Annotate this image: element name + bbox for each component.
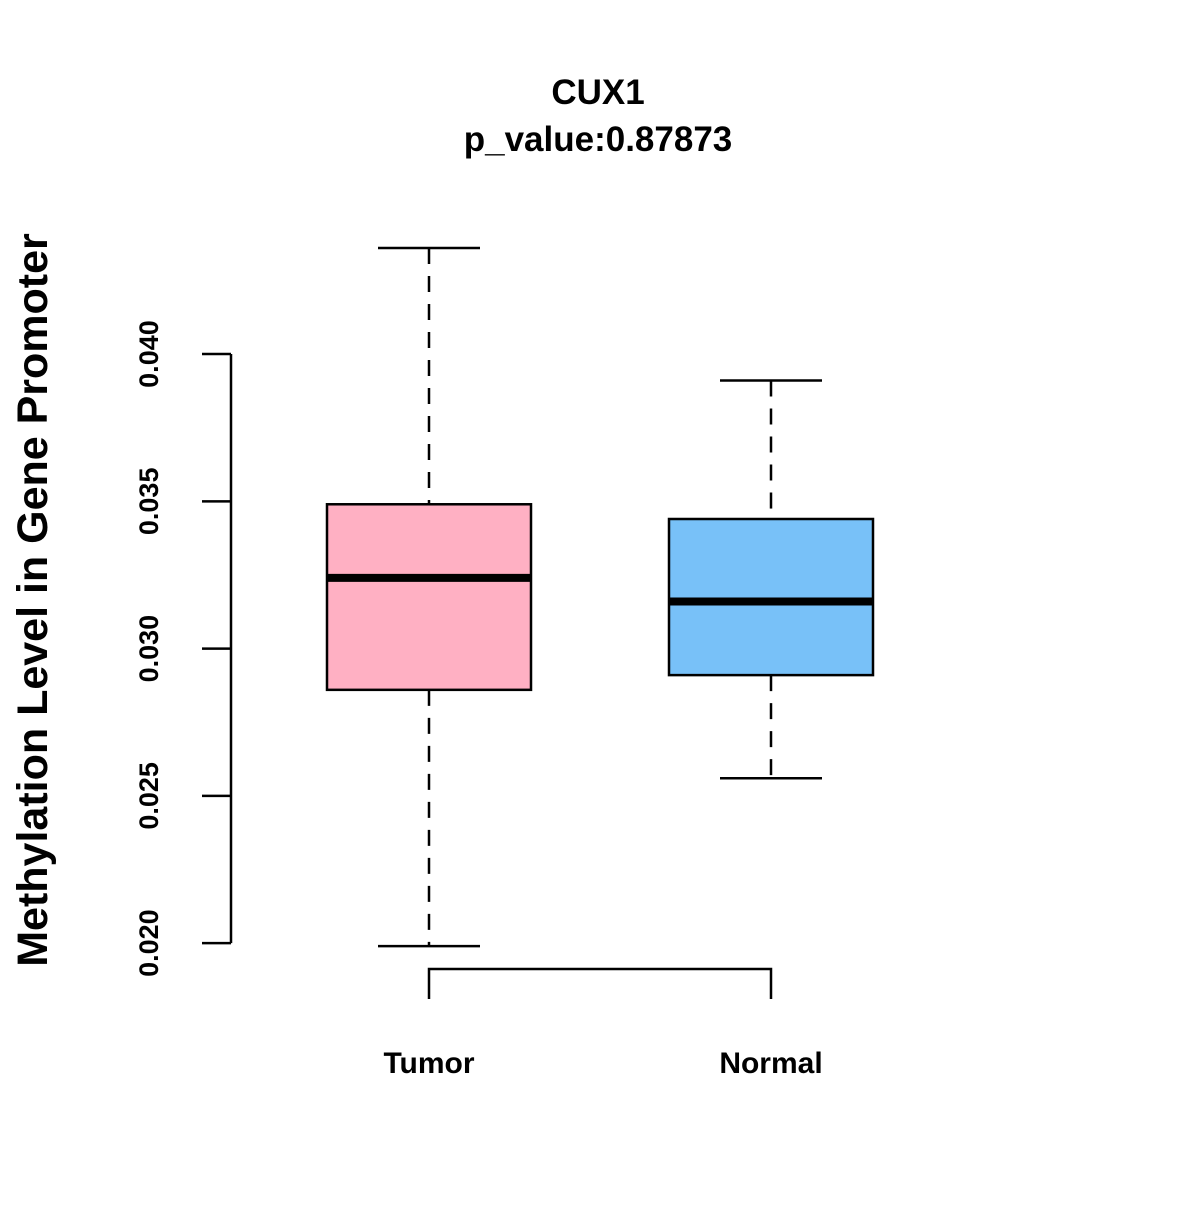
x-category-labels: Tumor Normal	[383, 1047, 822, 1080]
x-category-label-normal: Normal	[719, 1047, 822, 1080]
y-axis: 0.020 0.025 0.030 0.035 0.040	[134, 320, 233, 977]
y-tick-label: 0.030	[134, 615, 164, 683]
y-tick-label: 0.035	[134, 468, 164, 536]
interquartile-box	[667, 517, 875, 677]
interquartile-box	[325, 503, 533, 692]
box-normal	[667, 379, 875, 780]
chart-subtitle: p_value:0.87873	[464, 120, 733, 159]
comparison-bracket	[427, 967, 773, 999]
y-tick-label: 0.040	[134, 320, 164, 388]
box-series	[325, 246, 875, 948]
x-category-label-tumor: Tumor	[383, 1047, 474, 1080]
box-tumor	[325, 246, 533, 948]
y-tick-label: 0.020	[134, 909, 164, 977]
chart-title: CUX1	[551, 73, 644, 112]
bracket-line	[427, 967, 773, 999]
y-axis-label: Methylation Level in Gene Promoter	[9, 233, 57, 967]
y-tick-label: 0.025	[134, 762, 164, 830]
